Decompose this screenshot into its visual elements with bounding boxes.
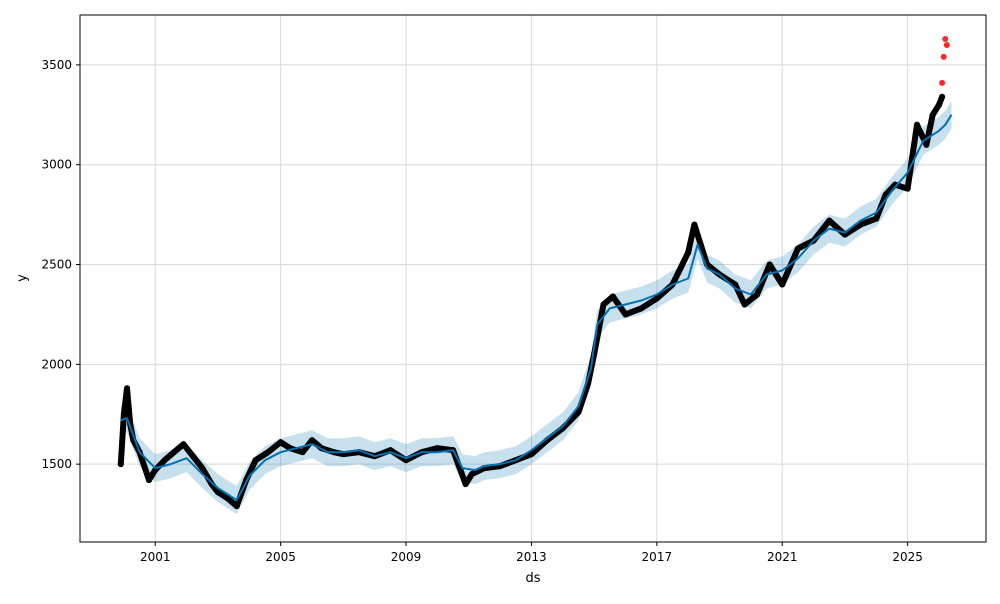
observed-point (214, 489, 221, 496)
anomaly-point (943, 41, 950, 48)
x-tick-label: 2009 (391, 550, 422, 564)
y-tick-label: 3000 (41, 158, 72, 172)
observed-point (929, 111, 936, 118)
observed-point (161, 457, 168, 464)
y-axis-ticks: 1500 2000 2500 3000 3500 (41, 58, 80, 471)
observed-point (252, 457, 259, 464)
observed-point (923, 141, 930, 148)
x-axis-label: ds (525, 571, 540, 586)
observed-point (904, 185, 911, 192)
x-tick-label: 2013 (516, 550, 547, 564)
observed-point (685, 249, 692, 256)
plot-frame (79, 14, 987, 543)
anomaly-point (942, 35, 949, 42)
observed-point (468, 471, 475, 478)
x-tick-label: 2021 (767, 550, 798, 564)
observed-point (914, 121, 921, 128)
y-tick-label: 1500 (41, 457, 72, 471)
observed-point (124, 385, 131, 392)
x-tick-label: 2001 (140, 550, 171, 564)
x-axis-ticks: 2001 2005 2009 2013 2017 2021 2025 (140, 542, 923, 564)
x-tick-label: 2005 (265, 550, 296, 564)
observed-point (224, 495, 231, 502)
x-tick-label: 2017 (642, 550, 673, 564)
observed-point (462, 481, 469, 488)
anomaly-points (939, 35, 950, 86)
observed-point (857, 221, 864, 228)
observed-point (935, 101, 942, 108)
x-tick-label: 2025 (892, 550, 923, 564)
observed-point (120, 411, 127, 418)
observed-point (308, 437, 315, 444)
observed-point (638, 305, 645, 312)
forecast-path (120, 114, 953, 502)
observed-point (299, 449, 306, 456)
observed-point (199, 465, 206, 472)
observed-point (145, 477, 152, 484)
observed-point (600, 301, 607, 308)
observed-point (779, 281, 786, 288)
observed-point (265, 449, 272, 456)
observed-point (691, 221, 698, 228)
observed-point (528, 451, 535, 458)
anomaly-point (939, 79, 946, 86)
observed-point (741, 301, 748, 308)
observed-point (575, 409, 582, 416)
observed-point (826, 217, 833, 224)
observed-point (754, 291, 761, 298)
y-tick-label: 2000 (41, 357, 72, 371)
observed-point (434, 445, 441, 452)
observed-point (189, 453, 196, 460)
observed-point (766, 261, 773, 268)
anomaly-point (940, 53, 947, 60)
observed-point (622, 311, 629, 318)
observed-point (277, 439, 284, 446)
y-tick-label: 2500 (41, 258, 72, 272)
observed-points (117, 93, 946, 510)
observed-point (873, 215, 880, 222)
observed-point (233, 503, 240, 510)
observed-point (171, 449, 178, 456)
observed-point (117, 461, 124, 468)
observed-point (794, 245, 801, 252)
observed-point (939, 93, 946, 100)
y-tick-label: 3500 (41, 58, 72, 72)
observed-point (180, 441, 187, 448)
forecast-line (120, 114, 953, 502)
observed-point (653, 295, 660, 302)
observed-point (609, 293, 616, 300)
y-axis-label: y (15, 274, 30, 282)
